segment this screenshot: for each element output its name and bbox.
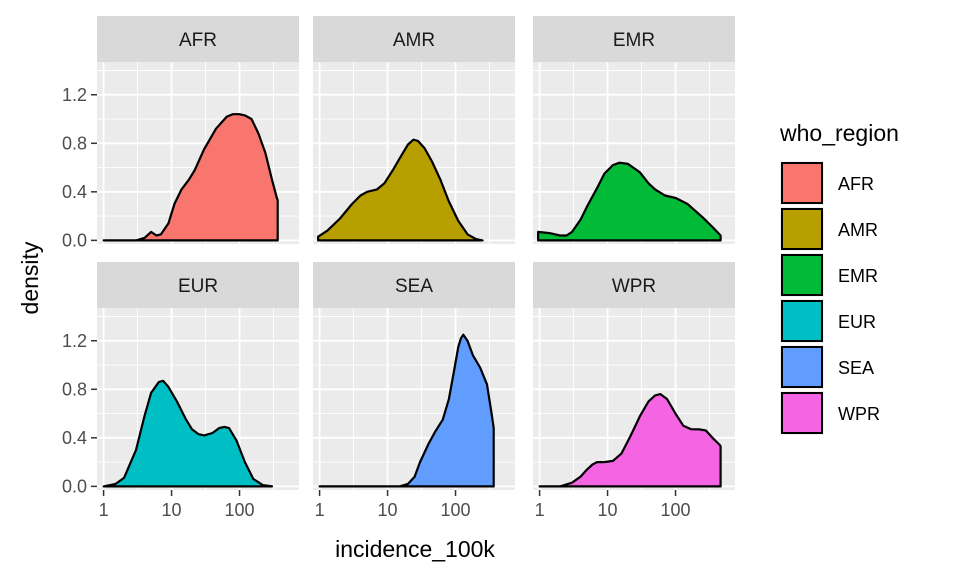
legend-swatch (781, 300, 823, 342)
legend-swatch (781, 346, 823, 388)
legend-label: EMR (838, 266, 878, 286)
x-tick-label: 1 (315, 500, 325, 520)
y-tick-label: 0.4 (62, 428, 87, 448)
facet-strip-label: AMR (393, 30, 435, 51)
x-axis-title: incidence_100k (335, 536, 495, 562)
y-axis-title: density (17, 241, 43, 314)
x-tick-label: 100 (225, 500, 255, 520)
density-area-sea (318, 333, 495, 488)
facet-strip (533, 262, 735, 308)
x-tick-label: 100 (441, 500, 471, 520)
facet-strip-label: EUR (178, 276, 218, 297)
legend-item-afr: AFR (780, 161, 874, 205)
legend-swatch (781, 208, 823, 250)
facet-strip (533, 16, 735, 62)
density-area-amr (317, 138, 484, 242)
legend-label: AMR (838, 220, 878, 240)
facet-strip (313, 16, 515, 62)
x-tick-label: 1 (535, 500, 545, 520)
x-tick-label: 10 (598, 500, 618, 520)
legend-item-amr: AMR (780, 207, 878, 251)
legend-label: EUR (838, 312, 876, 332)
legend-swatch (781, 162, 823, 204)
x-tick-label: 100 (661, 500, 691, 520)
y-axis-row-2: 0.0 0.4 0.8 1.2 (62, 331, 97, 496)
density-area-emr (537, 161, 722, 242)
facet-panel-eur: EUR (97, 262, 299, 490)
facet-panels: AFR AMR EMR EUR SEA WPR (97, 16, 735, 490)
facet-panel-sea: SEA (313, 262, 515, 490)
y-tick-label: 0.8 (62, 133, 87, 153)
y-tick-label: 0.0 (62, 230, 87, 250)
facet-strip-label: EMR (613, 30, 655, 51)
facet-panel-afr: AFR (97, 16, 299, 244)
legend: who_region AFR AMR EMR EUR SEA WPR (779, 120, 899, 435)
legend-title: who_region (779, 120, 899, 146)
facet-strip (313, 262, 515, 308)
facet-panel-amr: AMR (313, 16, 515, 244)
legend-item-eur: EUR (780, 299, 876, 343)
y-axis-row-1: 0.0 0.4 0.8 1.2 (62, 85, 97, 250)
density-area-wpr (538, 393, 722, 488)
facet-strip-label: AFR (179, 30, 217, 51)
density-area-afr (102, 113, 279, 242)
x-tick-label: 10 (162, 500, 182, 520)
x-tick-label: 10 (378, 500, 398, 520)
legend-label: AFR (838, 174, 874, 194)
x-axis-col-2: 1 10 100 (315, 490, 471, 520)
legend-item-wpr: WPR (780, 391, 880, 435)
facet-panel-emr: EMR (533, 16, 735, 244)
legend-item-emr: EMR (780, 253, 878, 297)
facet-strip (97, 16, 299, 62)
legend-label: WPR (838, 404, 880, 424)
legend-item-sea: SEA (780, 345, 874, 389)
legend-swatch (781, 254, 823, 296)
density-area-eur (102, 379, 274, 488)
y-tick-label: 0.4 (62, 182, 87, 202)
x-axis-col-3: 1 10 100 (535, 490, 691, 520)
x-axis-col-1: 1 10 100 (99, 490, 255, 520)
legend-label: SEA (838, 358, 874, 378)
facet-panel-wpr: WPR (533, 262, 735, 490)
facet-strip (97, 262, 299, 308)
x-tick-label: 1 (99, 500, 109, 520)
y-axes: 0.0 0.4 0.8 1.2 0.0 0.4 0.8 1.2 (62, 85, 97, 496)
y-tick-label: 0.0 (62, 476, 87, 496)
y-tick-label: 0.8 (62, 379, 87, 399)
x-axes: 1 10 100 1 10 100 1 10 100 (99, 490, 691, 520)
legend-swatch (781, 392, 823, 434)
y-tick-label: 1.2 (62, 331, 87, 351)
facet-strip-label: WPR (612, 276, 656, 297)
y-tick-label: 1.2 (62, 85, 87, 105)
facet-strip-label: SEA (395, 276, 433, 297)
